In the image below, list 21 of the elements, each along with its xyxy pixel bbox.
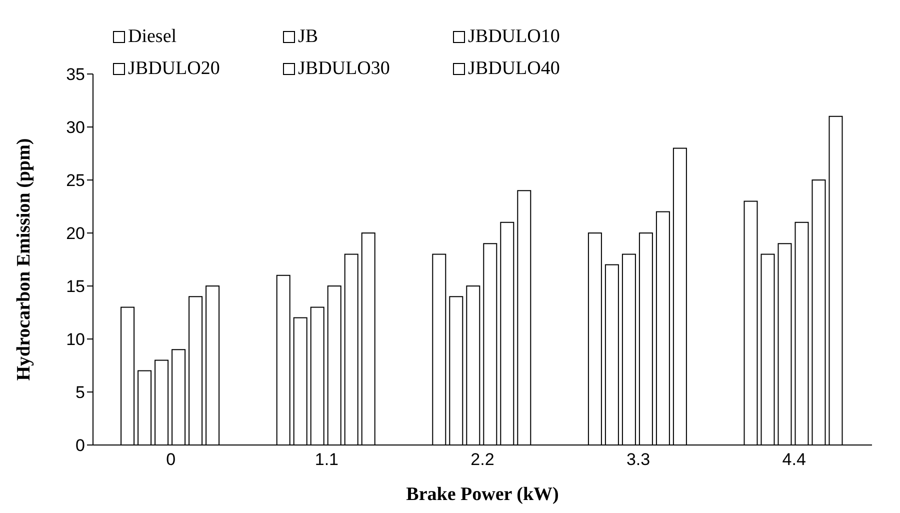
y-tick-label: 10: [66, 330, 85, 350]
y-tick-label: 30: [66, 118, 85, 138]
x-tick-label: 2.2: [470, 450, 494, 470]
legend-label: JB: [298, 26, 318, 48]
y-tick-label: 5: [76, 383, 85, 402]
x-tick-label: 4.4: [782, 450, 806, 470]
y-axis-title: Hydrocarbon Emission (ppm): [14, 138, 35, 381]
y-tick-label: 15: [66, 277, 85, 296]
y-tick-label: 20: [66, 224, 85, 244]
y-tick-label: 35: [66, 65, 85, 84]
legend-label: Diesel: [128, 26, 177, 48]
x-tick-label: 3.3: [626, 450, 650, 470]
legend-label: JBDULO10: [468, 26, 560, 48]
legend-label: JBDULO20: [128, 58, 220, 80]
x-tick-label: 1.1: [314, 450, 339, 470]
x-axis-title: Brake Power (kW): [406, 484, 559, 505]
y-tick-label: 25: [66, 171, 85, 190]
legend-label: JBDULO40: [468, 58, 560, 80]
legend-label: JBDULO30: [298, 58, 390, 80]
y-tick-label: 0: [76, 436, 85, 456]
x-tick-label: 0: [166, 450, 176, 470]
